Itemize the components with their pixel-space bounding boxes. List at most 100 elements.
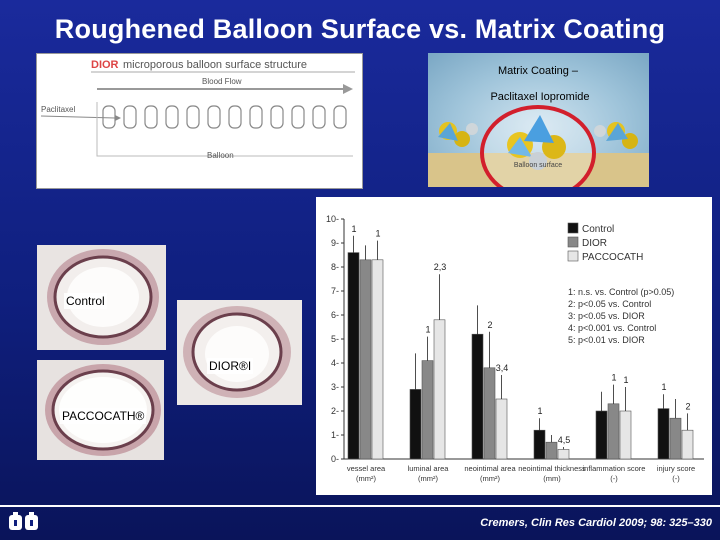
matrix-coating-illustration: Matrix Coating – Paclitaxel Iopromide Ba… [428, 65, 649, 187]
significance-note: 3: p<0.05 vs. DIOR [568, 311, 645, 321]
x-tick-label: luminal area [408, 464, 450, 473]
y-tick-label: 3- [331, 382, 339, 392]
histology-control-label: Control [64, 293, 107, 309]
x-tick-label: vessel area [347, 464, 386, 473]
significance-label: 1 [425, 325, 430, 335]
legend-swatch-control [567, 222, 579, 234]
significance-label: 3,4 [496, 363, 509, 373]
significance-label: 2,3 [434, 262, 447, 272]
histology-paccocath-label: PACCOCATH® [60, 408, 147, 424]
bar-dior [545, 441, 558, 460]
micropore [102, 105, 116, 129]
crystal-cluster-left [438, 122, 478, 147]
bar-control [595, 410, 608, 460]
micropore [291, 105, 305, 129]
micropore [186, 105, 200, 129]
y-tick-label: 8- [331, 262, 339, 272]
bar-paccocath [433, 319, 446, 460]
x-tick-unit: (-) [610, 474, 618, 483]
bar-control [533, 429, 546, 460]
significance-label: 1 [611, 373, 616, 383]
x-tick-label: inflammation score [583, 464, 646, 473]
significance-note: 5: p<0.01 vs. DIOR [568, 335, 645, 345]
dior-schematic-diagram: DIOR microporous balloon surface structu… [40, 59, 355, 160]
balloon-wall [96, 102, 353, 157]
micropore [249, 105, 263, 129]
crystal-cluster-center [507, 115, 566, 170]
histology-dior-image: DIOR®I [177, 300, 302, 405]
x-tick-label: neointimal thickness [518, 464, 586, 473]
citation: Cremers, Clin Res Cardiol 2009; 98: 325–… [480, 517, 712, 529]
x-tick-unit: (mm) [543, 474, 561, 483]
significance-note: 2: p<0.05 vs. Control [568, 299, 651, 309]
significance-note: 1: n.s. vs. Control (p>0.05) [568, 287, 674, 297]
legend-label-dior: DIOR [582, 238, 607, 249]
bar-dior [669, 417, 682, 460]
bar-control [471, 333, 484, 460]
micropore [333, 105, 347, 129]
micropore [228, 105, 242, 129]
significance-label: 2 [487, 320, 492, 330]
crystal-cluster-right [594, 122, 638, 149]
blood-flow-label: Blood Flow [202, 77, 242, 86]
bar-paccocath [495, 398, 508, 460]
legend-swatch-dior [567, 236, 579, 248]
y-tick-label: 10- [326, 214, 339, 224]
significance-label: 1 [623, 375, 628, 385]
bar-dior [483, 367, 496, 460]
footer-divider [0, 505, 720, 507]
micropore [270, 105, 284, 129]
paclitaxel-pointer-head [115, 115, 121, 121]
matrix-coating-panel: Matrix Coating – Paclitaxel Iopromide Ba… [428, 53, 649, 187]
paclitaxel-label: Paclitaxel [41, 105, 75, 114]
significance-label: 4,5 [558, 435, 571, 445]
micropore-row [102, 105, 347, 129]
y-tick-label: 0- [331, 454, 339, 464]
x-tick-unit: (-) [672, 474, 680, 483]
results-bar-chart: 0-1-2-3-4-5-6-7-8-9-10-vessel area(mm²)l… [326, 214, 704, 483]
slide-title: Roughened Balloon Surface vs. Matrix Coa… [54, 14, 666, 44]
legend-label-paccocath: PACCOCATH [582, 252, 643, 263]
x-tick-label: neointimal area [464, 464, 516, 473]
y-tick-label: 6- [331, 310, 339, 320]
micropore [207, 105, 221, 129]
bar-dior [421, 360, 434, 460]
results-bar-chart-panel: 0- 1- 2- 3- 4- 5- 6- 7- 8- 9- 10- vessel area (mm²) l… [316, 197, 712, 495]
matrix-coating-line2: Paclitaxel Iopromide [490, 91, 589, 103]
histology-control-image: Control [37, 245, 166, 350]
x-tick-unit: (mm²) [480, 474, 500, 483]
significance-label: 1 [351, 224, 356, 234]
bar-control [347, 252, 360, 460]
significance-label: 1 [661, 382, 666, 392]
y-tick-label: 5- [331, 334, 339, 344]
magnifier-ring [480, 105, 596, 187]
bar-dior [607, 403, 620, 460]
bar-paccocath [619, 410, 632, 460]
dior-brand: DIOR [91, 59, 119, 71]
x-tick-unit: (mm²) [356, 474, 376, 483]
bar-dior [359, 259, 372, 460]
blood-flow-arrow-head [343, 84, 353, 94]
dior-schematic-panel: DIOR microporous balloon surface structu… [36, 53, 363, 189]
micropore [144, 105, 158, 129]
legend-swatch-paccocath [567, 250, 579, 262]
histology-dior-label: DIOR®I [207, 358, 254, 374]
balloon-surface-label: Balloon surface [514, 162, 562, 169]
y-tick-label: 9- [331, 238, 339, 248]
bar-paccocath [681, 429, 694, 460]
legend-label-control: Control [582, 224, 614, 235]
significance-label: 1 [537, 406, 542, 416]
bar-paccocath [371, 259, 384, 460]
vessel-cross-section-dior [183, 306, 291, 398]
histology-paccocath-image: PACCOCATH® [37, 360, 164, 460]
x-tick-label: injury score [657, 464, 695, 473]
significance-label: 2 [685, 401, 690, 411]
paclitaxel-pointer-line [40, 115, 116, 119]
matrix-coating-line1: Matrix Coating – [498, 65, 579, 77]
dior-heading: microporous balloon surface structure [123, 59, 307, 71]
bar-control [409, 389, 422, 460]
bar-paccocath [557, 449, 570, 460]
y-tick-label: 2- [331, 406, 339, 416]
bar-control [657, 408, 670, 460]
y-tick-label: 7- [331, 286, 339, 296]
